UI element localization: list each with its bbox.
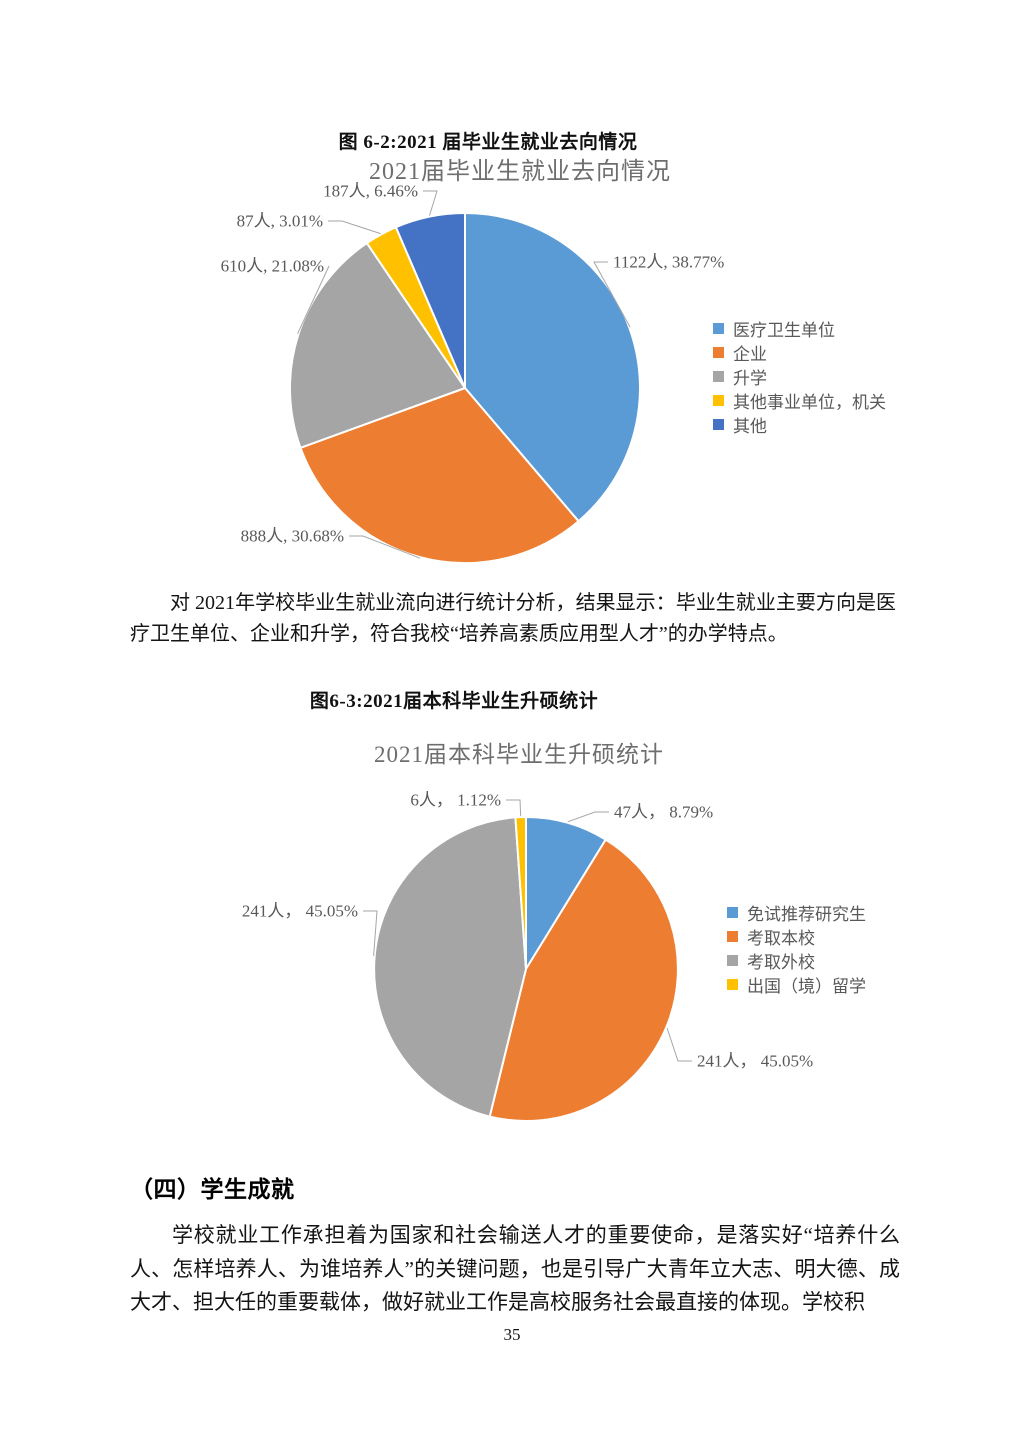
pie2-legend-label: 出国（境）留学	[747, 976, 866, 996]
pie1-slice-1	[299, 387, 580, 564]
pie2-slice-2	[373, 816, 527, 1118]
pie2-data-label-2: 241人， 45.05%	[242, 902, 358, 921]
pie1-slice-2	[288, 242, 466, 449]
pie1-data-label-0: 1122人, 38.77%	[613, 253, 724, 272]
pie2-leader-line-0	[567, 811, 609, 823]
pie1-leader-line-0	[593, 261, 631, 328]
pie1-data-label-3: 87人, 3.01%	[237, 212, 323, 231]
pie2-data-label-3: 6人， 1.12%	[410, 791, 501, 810]
pie1-slice-3	[365, 226, 466, 389]
pie1-legend-label: 企业	[733, 344, 767, 364]
figure-6-3-caption: 图6-3:2021届本科毕业生升硕统计	[309, 691, 599, 712]
pie2-leader-line-1	[666, 1027, 692, 1062]
pie2-slice-1	[488, 838, 679, 1122]
pie1-leader-line-1	[349, 535, 421, 559]
pie2-legend-item-1: 考取本校	[727, 926, 866, 948]
chart2-legend: 免试推荐研究生 考取本校考取外校出国（境）留学	[727, 902, 866, 998]
chart2-title: 2021届本科毕业生升硕统计	[374, 742, 664, 767]
pie2-leader-line-2	[363, 910, 378, 956]
pie1-legend-item-2: 升学	[713, 366, 886, 388]
pie1-leader-line-3	[328, 220, 381, 235]
pie2-legend-label: 考取外校	[747, 952, 815, 972]
pie1-legend-item-3: 其他事业单位，机关	[713, 390, 886, 412]
pie1-slice-4	[394, 211, 466, 389]
pie1-legend-swatch-icon	[713, 394, 724, 406]
pie2-legend-item-0: 免试推荐研究生	[727, 902, 866, 924]
pie1-legend-item-1: 企业	[713, 342, 886, 364]
pie2-legend-label: 考取本校	[747, 928, 815, 948]
pie2-leader-line-3	[506, 799, 522, 817]
chart1-legend: 医疗卫生单位 企业升学其他事业单位，机关 其他	[713, 318, 886, 438]
pie2-legend-swatch-icon	[727, 906, 738, 918]
pie1-leader-line-2	[297, 265, 330, 334]
pie1-leader-line-4	[423, 190, 438, 216]
pie1-slice-0	[464, 212, 641, 523]
pie2-legend-label: 免试推荐研究生	[747, 904, 866, 924]
chart1-title: 2021届毕业生就业去向情况	[369, 159, 671, 185]
pie1-legend-label: 升学	[733, 368, 767, 388]
pie1-legend-swatch-icon	[713, 370, 724, 382]
pie2-legend-swatch-icon	[727, 954, 738, 966]
pie1-legend-item-0: 医疗卫生单位	[713, 318, 886, 340]
pie1-legend-swatch-icon	[713, 322, 724, 334]
pie2-legend-swatch-icon	[727, 978, 738, 990]
pie2-legend-item-2: 考取外校	[727, 950, 866, 972]
pie2-data-label-1: 241人， 45.05%	[697, 1052, 813, 1071]
pie1-legend-swatch-icon	[713, 418, 724, 430]
page-number: 35	[503, 1325, 521, 1344]
figure-6-2-caption: 图 6-2:2021 届毕业生就业去向情况	[338, 132, 638, 153]
pie1-data-label-1: 888人, 30.68%	[241, 527, 344, 546]
paragraph-student-achievement: 学校就业工作承担着为国家和社会输送人才的重要使命，是落实好“培养什么人、怎样培养…	[130, 1223, 900, 1314]
paragraph-employment-analysis: 对 2021年学校毕业生就业流向进行统计分析，结果显示：毕业生就业主要方向是医疗…	[130, 592, 896, 645]
pie2-legend-item-3: 出国（境）留学	[727, 974, 866, 996]
pie1-legend-label: 其他	[733, 416, 767, 436]
section-heading-student-achievement: （四）学生成就	[130, 1177, 295, 1202]
pie2-slice-0	[525, 816, 607, 970]
pie2-data-label-0: 47人， 8.79%	[614, 803, 713, 822]
pie2-legend-swatch-icon	[727, 930, 738, 942]
pie1-legend-item-4: 其他	[713, 414, 886, 436]
pie1-legend-swatch-icon	[713, 346, 724, 358]
pie1-data-label-2: 610人, 21.08%	[221, 257, 324, 276]
pie1-legend-label: 医疗卫生单位	[733, 320, 835, 340]
pie2-slice-3	[514, 816, 527, 970]
pie1-legend-label: 其他事业单位，机关	[733, 392, 886, 412]
